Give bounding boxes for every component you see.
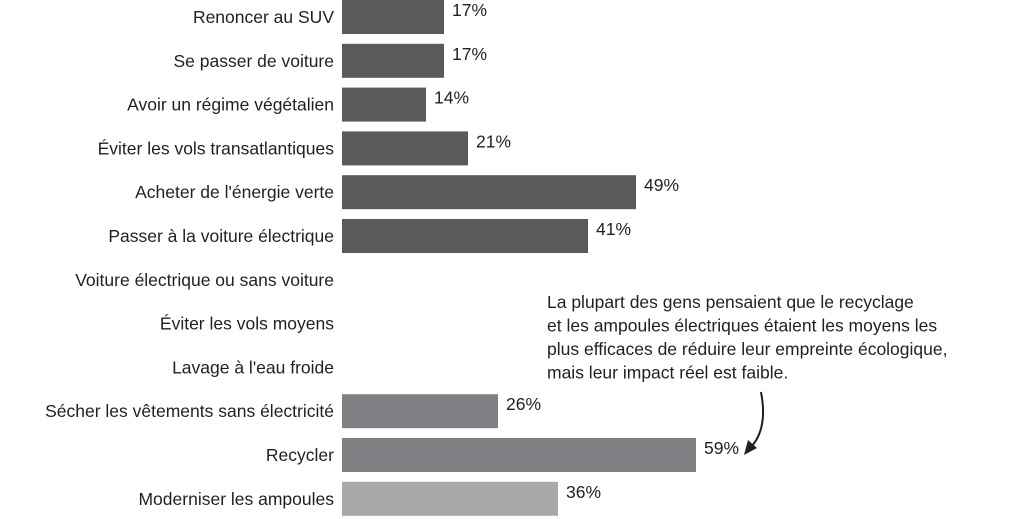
value-label: 49%: [644, 175, 679, 195]
annotation-line: plus efficaces de réduire leur empreinte…: [547, 339, 947, 359]
bar: [342, 43, 444, 78]
annotation-arrow: [749, 391, 765, 449]
value-label: 17%: [452, 44, 487, 64]
category-label: Sécher les vêtements sans électricité: [45, 401, 334, 421]
category-label: Lavage à l'eau froide: [172, 357, 334, 377]
category-label: Recycler: [266, 445, 334, 465]
category-label: Éviter les vols transatlantiques: [98, 138, 335, 158]
category-label: Avoir un régime végétalien: [127, 95, 334, 115]
category-label: Éviter les vols moyens: [160, 314, 334, 334]
category-label: Moderniser les ampoules: [138, 489, 334, 509]
bar: [342, 438, 696, 472]
value-label: 59%: [704, 438, 739, 458]
value-label: 17%: [452, 0, 487, 20]
value-label: 21%: [476, 131, 511, 151]
bar: [342, 481, 558, 516]
bar: [342, 131, 468, 166]
category-label: Voiture électrique ou sans voiture: [75, 270, 334, 290]
annotation-arrowhead: [744, 440, 757, 455]
value-label: 36%: [566, 482, 601, 502]
annotation-line: mais leur impact réel est faible.: [547, 363, 788, 383]
bar: [342, 175, 636, 210]
bar: [342, 0, 444, 34]
bar: [342, 87, 426, 122]
bar: [342, 219, 588, 253]
category-label: Se passer de voiture: [173, 51, 334, 71]
annotation: La plupart des gens pensaient que le rec…: [547, 292, 947, 383]
bar: [342, 394, 498, 429]
category-label: Passer à la voiture électrique: [108, 226, 334, 246]
value-label: 14%: [434, 88, 469, 108]
value-label: 26%: [506, 394, 541, 414]
annotation-line: et les ampoules électriques étaient les …: [547, 316, 937, 336]
category-label: Renoncer au SUV: [193, 7, 334, 27]
annotation-line: La plupart des gens pensaient que le rec…: [547, 292, 914, 312]
category-label: Acheter de l'énergie verte: [135, 182, 334, 202]
value-label: 41%: [596, 219, 631, 239]
